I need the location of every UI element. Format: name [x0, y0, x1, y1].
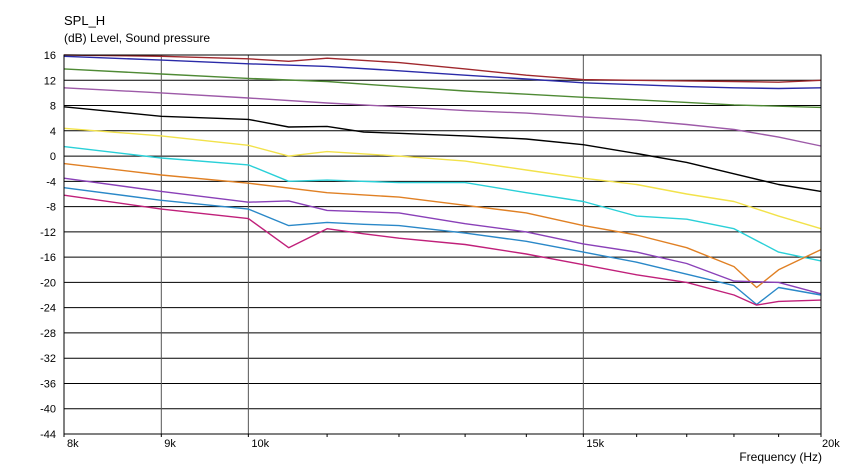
y-tick-label: 8 [50, 101, 56, 113]
y-tick-label: 12 [44, 75, 56, 87]
series-group [63, 54, 822, 306]
x-axis-label: Frequency (Hz) [739, 450, 822, 464]
x-tick-label: 15k [586, 438, 604, 450]
series-line [63, 55, 822, 90]
y-tick-label: -24 [40, 303, 56, 315]
y-tick-label: -20 [40, 277, 56, 289]
y-axis-units-label: (dB) Level, Sound pressure [64, 31, 211, 45]
series-line [63, 127, 822, 230]
chart-title: SPL_H [64, 13, 106, 28]
x-tick-label: 10k [251, 438, 269, 450]
series-line [63, 194, 822, 306]
x-tick-label: 20k [822, 438, 840, 450]
series-line [63, 106, 822, 193]
series-line [63, 54, 822, 83]
x-tick-label: 8k [67, 438, 79, 450]
y-tick-label: -28 [40, 328, 56, 340]
plot-frame [63, 54, 822, 435]
series-line [63, 177, 822, 295]
y-tick-label: 16 [44, 50, 56, 62]
series-line [63, 187, 822, 306]
y-tick-label: 0 [50, 151, 56, 163]
y-tick-label: -8 [46, 202, 56, 214]
y-tick-label: -44 [40, 429, 56, 441]
series-line [63, 162, 822, 289]
y-tick-label: -36 [40, 378, 56, 390]
grid [64, 54, 821, 435]
series-line [63, 68, 822, 109]
series-line [63, 145, 822, 262]
axes: 16 12 8 4 0 -4 -8 -12 -16 -20 -24 -28 -32 -36 -40 -44 8k… [40, 50, 840, 450]
series-line [63, 87, 822, 147]
y-tick-label: -4 [46, 176, 56, 188]
y-tick-label: -16 [40, 252, 56, 264]
x-tick-label: 9k [164, 438, 176, 450]
y-tick-label: -12 [40, 227, 56, 239]
y-tick-label: 4 [50, 126, 56, 138]
y-tick-label: -32 [40, 353, 56, 365]
y-tick-label: -40 [40, 404, 56, 416]
